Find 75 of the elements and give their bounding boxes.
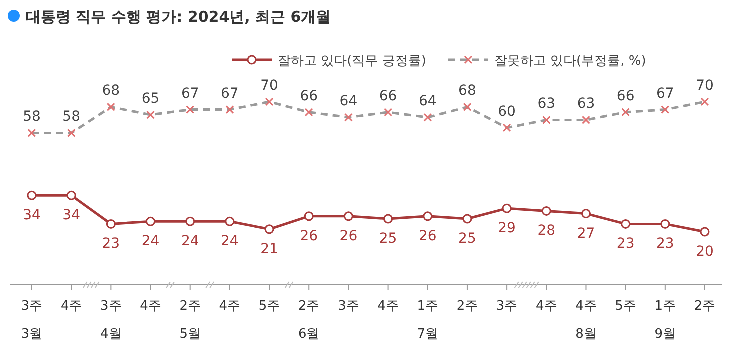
data-label: 67 <box>181 86 200 102</box>
data-label: 34 <box>23 208 41 224</box>
data-label: 67 <box>656 86 674 102</box>
point <box>462 214 472 224</box>
x-tick-label: 4주 <box>140 299 162 314</box>
data-label: 23 <box>102 236 120 252</box>
point <box>66 190 76 200</box>
data-label: 70 <box>260 78 278 94</box>
data-label: 26 <box>300 228 318 244</box>
x-tick-label: 1주 9월 <box>654 299 676 342</box>
point <box>502 204 512 214</box>
data-label: 25 <box>379 231 398 247</box>
data-label: 58 <box>62 109 80 126</box>
data-label: 63 <box>577 96 596 112</box>
x-tick-label: 2주 5월 <box>180 299 201 342</box>
data-label: 24 <box>142 234 160 250</box>
data-label: 66 <box>300 88 318 104</box>
point <box>106 219 116 229</box>
point <box>304 212 314 222</box>
chart-title: 대통령 직무 수행 평가: 2024년, 최근 6개월 <box>26 8 332 26</box>
data-label: 26 <box>418 228 437 244</box>
x-tick-label: 3주 3월 <box>21 299 43 342</box>
point <box>700 227 710 237</box>
data-label: 63 <box>538 96 556 112</box>
point <box>423 212 433 222</box>
x-tick-label: 2주 <box>456 299 478 314</box>
legend-label: 잘못하고 있다(부정률, %) <box>494 54 646 69</box>
data-label: 24 <box>221 234 239 250</box>
data-label: 70 <box>696 78 714 94</box>
data-label: 20 <box>696 244 714 260</box>
data-label: 23 <box>616 236 635 252</box>
data-label: 67 <box>221 86 239 102</box>
data-label: 64 <box>418 94 437 110</box>
data-label: 66 <box>379 88 398 104</box>
data-label: 26 <box>340 228 358 244</box>
point <box>186 216 196 226</box>
point <box>621 219 631 229</box>
point <box>384 214 394 224</box>
point <box>27 190 37 200</box>
x-tick-label: 4주 8월 <box>576 299 597 342</box>
data-label: 24 <box>181 234 200 250</box>
point <box>581 209 591 219</box>
x-tick-label: 5주 <box>258 299 280 314</box>
x-tick-label: 3주 4월 <box>100 299 122 342</box>
data-label: 23 <box>656 236 674 252</box>
data-label: 60 <box>498 104 516 120</box>
x-tick-label: 2주 <box>694 299 716 314</box>
data-label: 65 <box>142 91 160 107</box>
data-label: 66 <box>616 88 635 104</box>
x-tick-label: 4주 <box>378 299 399 314</box>
point <box>344 212 354 222</box>
point <box>264 224 274 234</box>
data-label: 64 <box>340 94 358 110</box>
data-label: 21 <box>260 241 278 258</box>
data-label: 68 <box>458 83 476 100</box>
x-tick-label: 4주 <box>219 299 241 314</box>
data-label: 28 <box>538 223 556 240</box>
data-label: 29 <box>498 220 516 237</box>
data-label: 68 <box>102 83 120 100</box>
legend-label: 잘하고 있다(직무 긍정률) <box>278 54 426 69</box>
x-tick-label: 3주 <box>338 299 360 314</box>
data-label: 34 <box>62 208 81 224</box>
data-label: 25 <box>458 231 476 247</box>
x-tick-label: 3주 <box>496 299 518 314</box>
point <box>542 206 552 216</box>
point <box>225 216 235 226</box>
point <box>146 216 156 226</box>
data-label: 27 <box>577 226 596 242</box>
x-tick-label: 1주 7월 <box>417 299 439 342</box>
x-tick-label: 5주 <box>615 299 636 314</box>
data-label: 58 <box>23 109 41 126</box>
x-tick-label: 4주 <box>536 299 558 314</box>
x-tick-label: 2주 6월 <box>298 299 320 342</box>
point <box>660 219 670 229</box>
x-tick-label: 4주 <box>60 299 82 314</box>
